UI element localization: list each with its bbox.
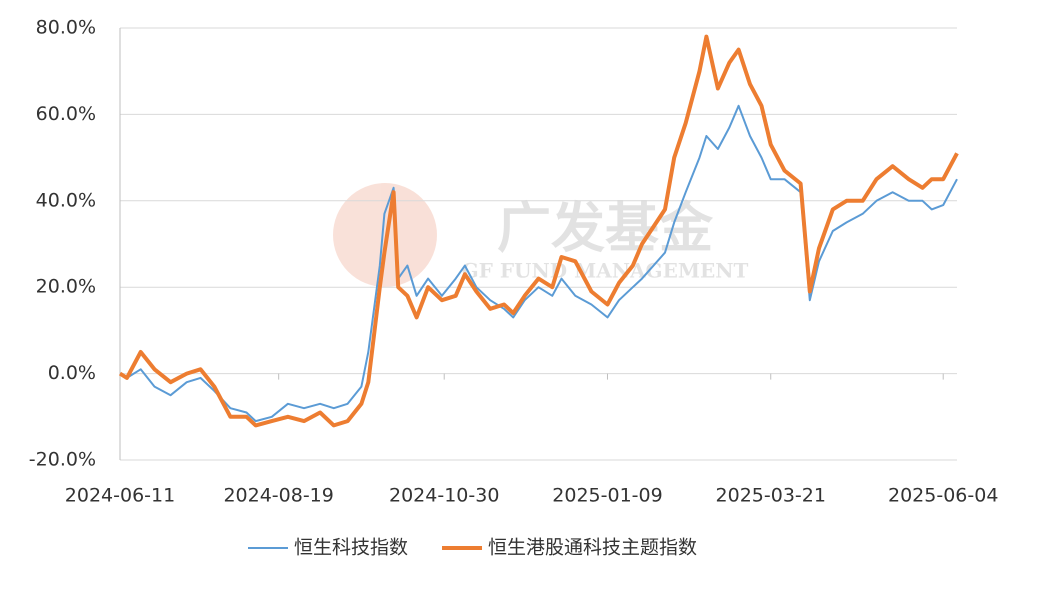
y-tick-label: 20.0% [36, 276, 96, 298]
x-tick-label: 2025-06-04 [888, 485, 998, 507]
watermark: 广发基金 GF FUND MANAGEMENT [333, 183, 749, 287]
series-line [118, 34, 959, 428]
y-tick-label: 80.0% [36, 17, 96, 39]
x-tick-label: 2024-06-11 [65, 485, 175, 507]
watermark-title: 广发基金 [497, 197, 714, 260]
x-tick-label: 2025-01-09 [552, 485, 662, 507]
legend-label: 恒生科技指数 [294, 537, 408, 559]
x-tick-label: 2024-10-30 [389, 485, 499, 507]
watermark-logo [333, 183, 437, 287]
y-tick-label: 40.0% [36, 189, 96, 211]
legend-label: 恒生港股通科技主题指数 [488, 537, 697, 559]
x-tick-label: 2024-08-19 [223, 485, 333, 507]
y-tick-label: 60.0% [36, 103, 96, 125]
watermark-subtitle: GF FUND MANAGEMENT [462, 259, 749, 283]
y-tick-label: -20.0% [29, 449, 96, 471]
y-tick-label: 0.0% [48, 362, 96, 384]
x-tick-label: 2025-03-21 [716, 485, 826, 507]
